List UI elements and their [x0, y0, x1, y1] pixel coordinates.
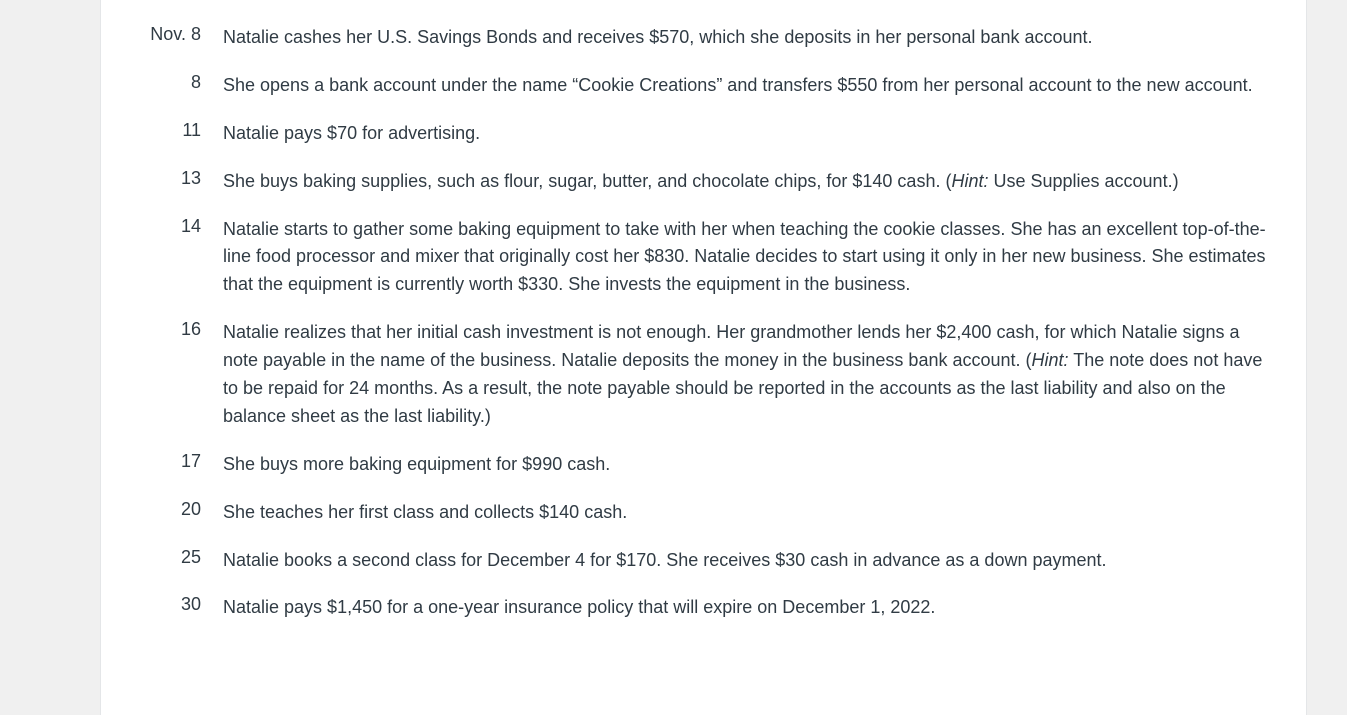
- description-text: Natalie starts to gather some baking equ…: [223, 219, 1266, 295]
- date-column: 11: [141, 120, 223, 141]
- transaction-row: 17 She buys more baking equipment for $99…: [141, 451, 1266, 479]
- transaction-row: 16 Natalie realizes that her initial cash…: [141, 319, 1266, 431]
- transaction-description: Natalie starts to gather some baking equ…: [223, 216, 1266, 300]
- transaction-description: Natalie pays $1,450 for a one-year insur…: [223, 594, 1266, 622]
- day-label: 17: [181, 451, 201, 472]
- date-column: 17: [141, 451, 223, 472]
- transaction-description: She buys baking supplies, such as flour,…: [223, 168, 1266, 196]
- hint-label: Hint:: [1032, 350, 1069, 370]
- transaction-row: 8 She opens a bank account under the name…: [141, 72, 1266, 100]
- description-text: She teaches her first class and collects…: [223, 502, 627, 522]
- transaction-row: 20 She teaches her first class and collec…: [141, 499, 1266, 527]
- description-text-pre: She buys baking supplies, such as flour,…: [223, 171, 951, 191]
- day-label: 13: [181, 168, 201, 189]
- day-label: 16: [181, 319, 201, 340]
- description-text: She opens a bank account under the name …: [223, 75, 1253, 95]
- transaction-row: 14 Natalie starts to gather some baking e…: [141, 216, 1266, 300]
- description-text: Natalie pays $1,450 for a one-year insur…: [223, 597, 935, 617]
- transaction-row: 30 Natalie pays $1,450 for a one-year ins…: [141, 594, 1266, 622]
- description-text: Natalie books a second class for Decembe…: [223, 550, 1107, 570]
- day-label: 11: [182, 120, 201, 141]
- date-column: 14: [141, 216, 223, 237]
- date-column: 20: [141, 499, 223, 520]
- date-column: 16: [141, 319, 223, 340]
- description-text: Natalie pays $70 for advertising.: [223, 123, 480, 143]
- date-column: 25: [141, 547, 223, 568]
- transaction-row: 11 Natalie pays $70 for advertising.: [141, 120, 1266, 148]
- day-label: 8: [191, 72, 201, 93]
- date-column: Nov.8: [141, 24, 223, 45]
- description-text: She buys more baking equipment for $990 …: [223, 454, 610, 474]
- transaction-description: Natalie pays $70 for advertising.: [223, 120, 1266, 148]
- transaction-list: Nov.8Natalie cashes her U.S. Savings Bon…: [141, 24, 1266, 622]
- transaction-description: Natalie books a second class for Decembe…: [223, 547, 1266, 575]
- transaction-description: Natalie realizes that her initial cash i…: [223, 319, 1266, 431]
- description-text-post: Use Supplies account.): [988, 171, 1178, 191]
- day-label: 14: [181, 216, 201, 237]
- date-column: 8: [141, 72, 223, 93]
- transaction-row: 13 She buys baking supplies, such as flou…: [141, 168, 1266, 196]
- transaction-description: She buys more baking equipment for $990 …: [223, 451, 1266, 479]
- transaction-row: 25 Natalie books a second class for Decem…: [141, 547, 1266, 575]
- date-column: 30: [141, 594, 223, 615]
- day-label: 20: [181, 499, 201, 520]
- date-column: 13: [141, 168, 223, 189]
- description-text: Natalie cashes her U.S. Savings Bonds an…: [223, 27, 1093, 47]
- transaction-description: She teaches her first class and collects…: [223, 499, 1266, 527]
- day-label: 30: [181, 594, 201, 615]
- content-sheet: Nov.8Natalie cashes her U.S. Savings Bon…: [100, 0, 1307, 715]
- day-label: 8: [191, 24, 201, 45]
- page: Nov.8Natalie cashes her U.S. Savings Bon…: [0, 0, 1347, 715]
- transaction-description: Natalie cashes her U.S. Savings Bonds an…: [223, 24, 1266, 52]
- hint-label: Hint:: [951, 171, 988, 191]
- month-label: Nov.: [150, 24, 186, 45]
- transaction-row: Nov.8Natalie cashes her U.S. Savings Bon…: [141, 24, 1266, 52]
- day-label: 25: [181, 547, 201, 568]
- transaction-description: She opens a bank account under the name …: [223, 72, 1266, 100]
